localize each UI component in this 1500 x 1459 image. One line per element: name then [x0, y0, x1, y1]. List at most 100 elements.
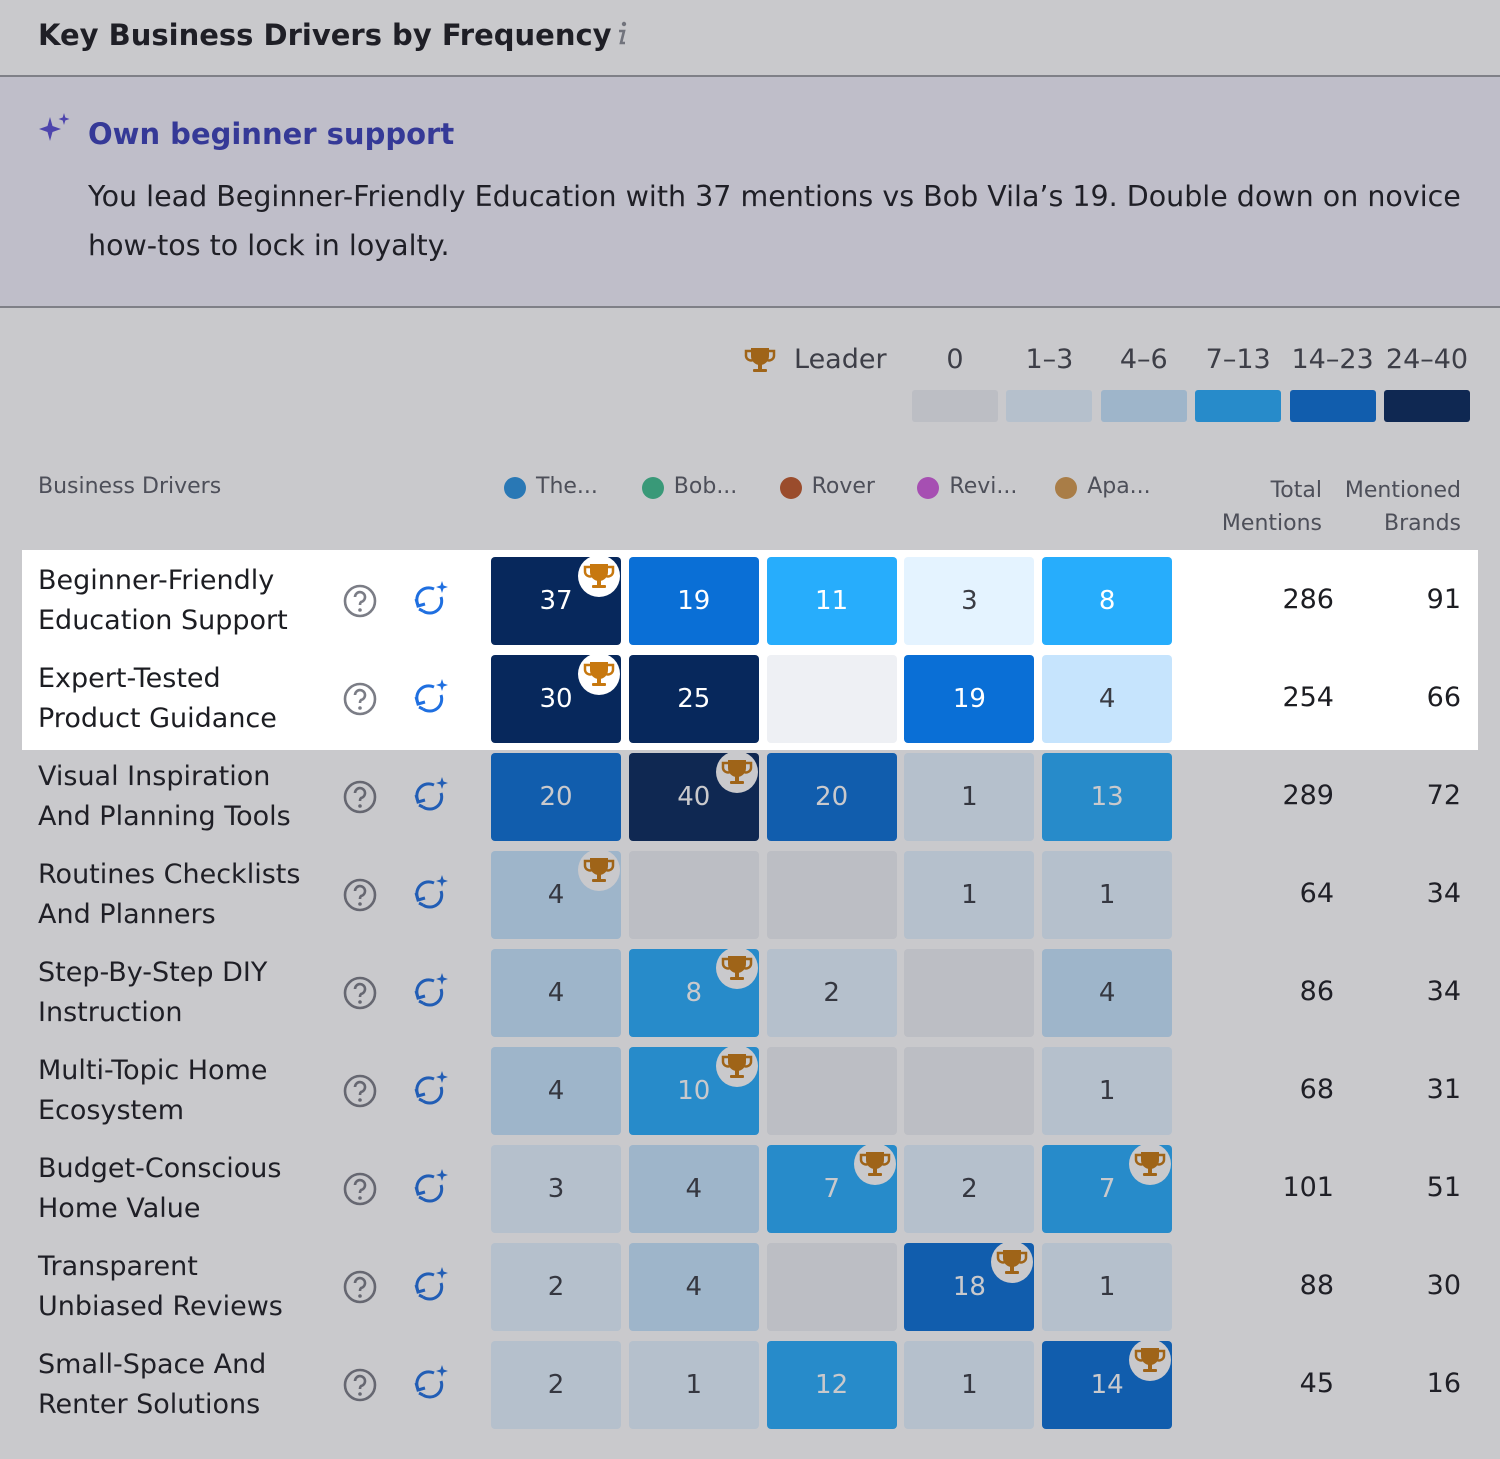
heat-cell: 12 — [766, 1341, 897, 1429]
trophy-base — [1010, 1266, 1015, 1271]
help-dot — [358, 1392, 362, 1396]
refresh-icon[interactable] — [410, 1265, 450, 1305]
refresh-icon[interactable] — [410, 971, 450, 1011]
heat-cell: 2 — [491, 1243, 621, 1331]
help-mark — [353, 884, 367, 900]
driver-name: Beginner-Friendly Education Support — [38, 565, 288, 636]
heat-cell: 2 — [904, 1145, 1035, 1233]
refresh-sparkle — [436, 679, 448, 691]
info-stem — [619, 29, 626, 45]
help-dot — [358, 608, 362, 612]
trophy-cup — [1003, 1250, 1022, 1267]
trophy-cup — [865, 1152, 884, 1169]
refresh-icon[interactable] — [410, 775, 450, 815]
brand-dot-circle — [1055, 477, 1078, 499]
sparkle — [39, 117, 61, 141]
trophy-cup — [727, 760, 746, 777]
trophy-handles — [583, 663, 615, 676]
refresh-sparkle — [436, 1267, 448, 1279]
heat-cell — [766, 1047, 897, 1135]
info-icon[interactable] — [612, 20, 632, 48]
brand-dot — [641, 477, 664, 499]
trophy-base — [758, 364, 762, 369]
driver-name: Multi-Topic Home Ecosystem — [38, 1055, 268, 1126]
leader-badge — [578, 555, 620, 597]
refresh-icon[interactable] — [410, 1363, 450, 1403]
trophy-foot — [729, 781, 744, 784]
heat-cell — [766, 851, 897, 939]
trophy-cup — [590, 564, 608, 581]
help-circle — [343, 584, 377, 618]
brand-header: Revi... — [949, 474, 1018, 499]
help-dot — [358, 1196, 362, 1200]
trophy-cup — [1141, 1348, 1160, 1365]
refresh-icon[interactable] — [410, 579, 450, 619]
refresh-icon[interactable] — [410, 677, 450, 717]
brand-dot — [504, 477, 526, 499]
help-icon[interactable] — [342, 877, 378, 913]
heat-cell: 19 — [904, 655, 1035, 743]
refresh-head — [414, 990, 426, 1005]
help-icon[interactable] — [342, 1171, 378, 1207]
brands-header: Mentioned Brands — [1344, 478, 1461, 536]
heat-cell: 3 — [491, 1145, 621, 1233]
refresh-head — [414, 892, 426, 907]
trophy-cup — [751, 348, 769, 365]
heat-cell: 4 — [491, 1047, 621, 1135]
help-icon[interactable] — [342, 975, 378, 1011]
heat-cell — [904, 949, 1035, 1037]
brand-dot-circle — [779, 477, 802, 499]
heat-cell: 1 — [628, 1341, 759, 1429]
total-mentions: 88 — [1299, 1270, 1334, 1301]
legend-swatch — [1195, 390, 1282, 422]
driver-name: Step-By-Step DIY Instruction — [38, 957, 268, 1028]
help-circle — [343, 1368, 377, 1402]
mentioned-brands: 34 — [1426, 878, 1461, 909]
trophy-foot — [1005, 1271, 1020, 1274]
mentioned-brands: 72 — [1426, 780, 1461, 811]
legend-label: 4–6 — [1119, 344, 1168, 375]
leader-badge — [578, 653, 620, 695]
refresh-sparkle — [436, 581, 448, 593]
trophy-base — [734, 776, 739, 781]
help-icon[interactable] — [342, 1269, 378, 1305]
leader-badge — [715, 1045, 758, 1087]
refresh-head — [414, 1186, 426, 1201]
trophy-base — [1148, 1168, 1153, 1173]
brand-dot-circle — [917, 477, 940, 499]
heat-cell: 4 — [491, 949, 621, 1037]
refresh-icon[interactable] — [410, 1167, 450, 1207]
total-mentions: 289 — [1282, 780, 1334, 811]
total-mentions: 68 — [1299, 1074, 1334, 1105]
heat-cell: 20 — [766, 753, 897, 841]
column-header: Business Drivers — [38, 474, 222, 499]
refresh-head — [414, 598, 426, 613]
trophy-handles — [583, 565, 615, 578]
help-circle — [343, 780, 377, 814]
brand-dot-circle — [641, 477, 664, 499]
help-icon[interactable] — [342, 1367, 378, 1403]
heat-cell: 1 — [1042, 1047, 1173, 1135]
help-mark — [353, 786, 367, 802]
heat-cell: 4 — [628, 1243, 759, 1331]
help-dot — [358, 1294, 362, 1298]
help-icon[interactable] — [342, 779, 378, 815]
help-icon[interactable] — [342, 583, 378, 619]
refresh-icon[interactable] — [410, 873, 450, 913]
sparkle-small — [58, 113, 70, 125]
total-mentions: 64 — [1299, 878, 1334, 909]
trophy-handles — [721, 1055, 753, 1068]
legend-label: 0 — [946, 344, 964, 375]
help-icon[interactable] — [342, 681, 378, 717]
heat-cell: 4 — [1042, 655, 1173, 743]
heat-cell: 1 — [1042, 851, 1173, 939]
heat-cell: 8 — [1042, 557, 1173, 645]
heat-cell: 11 — [766, 557, 897, 645]
refresh-icon[interactable] — [410, 1069, 450, 1109]
trophy-handles — [997, 1251, 1028, 1264]
total-mentions: 286 — [1282, 584, 1334, 615]
help-icon[interactable] — [342, 1073, 378, 1109]
brand-dot — [779, 477, 802, 499]
trophy-foot — [592, 879, 606, 882]
